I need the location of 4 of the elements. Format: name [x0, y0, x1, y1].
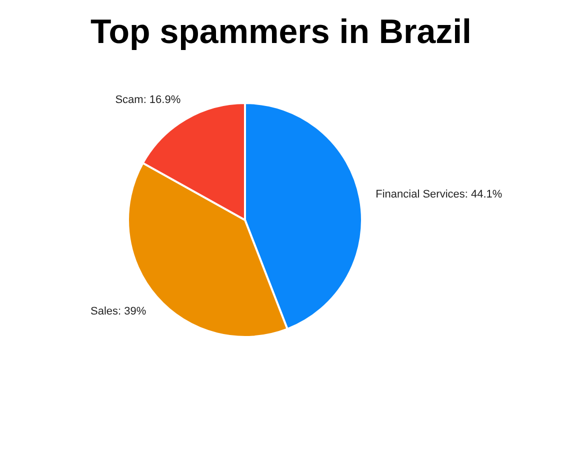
slice-label: Sales: 39% — [90, 305, 146, 318]
slice-label: Scam: 16.9% — [115, 94, 181, 106]
chart-title: Top spammers in Brazil — [90, 13, 472, 51]
slice-label: Financial Services: 44.1% — [376, 188, 502, 200]
